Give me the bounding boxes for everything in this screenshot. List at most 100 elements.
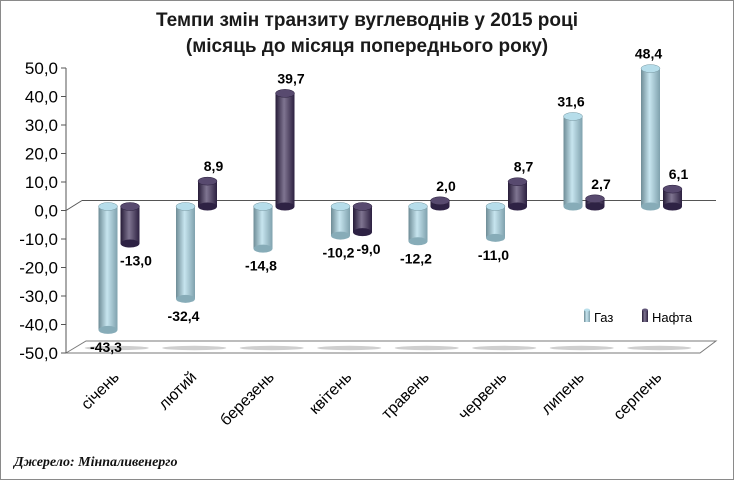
data-label: 2,7 xyxy=(591,176,611,192)
data-label: -11,0 xyxy=(478,247,509,263)
chart-title: Темпи змін транзиту вуглеводнів у 2015 р… xyxy=(0,8,734,60)
y-tick-label: 40,0 xyxy=(25,88,58,107)
bar-cap-top xyxy=(640,64,661,73)
bar-cap-bottom xyxy=(663,202,682,211)
floor-shadow xyxy=(394,345,459,351)
bar-cap-bottom xyxy=(275,202,295,211)
bar-cap-bottom xyxy=(253,244,273,253)
bar-cap-bottom xyxy=(486,233,505,242)
floor-shadow xyxy=(317,345,382,351)
bar-cap-top xyxy=(98,202,118,211)
data-label: -43,3 xyxy=(90,339,122,355)
bar-cap-top xyxy=(253,202,273,211)
data-label: -13,0 xyxy=(120,253,152,269)
data-label: 8,7 xyxy=(514,159,534,175)
y-tick-label: -30,0 xyxy=(19,287,58,306)
floor-shadow xyxy=(84,345,149,351)
bar-cap-top xyxy=(352,202,373,211)
bar-cap-bottom xyxy=(641,202,660,211)
bar-cap-top xyxy=(585,194,605,204)
bar-cap-top xyxy=(330,202,351,211)
bar-cap-top xyxy=(662,184,683,194)
floor-shadow xyxy=(239,345,304,351)
data-label: -9,0 xyxy=(356,241,380,257)
bar-cap-bottom xyxy=(331,231,350,240)
bar-gas xyxy=(408,206,428,242)
category-label: березень xyxy=(217,369,278,430)
legend-swatch-oil xyxy=(642,310,648,322)
floor-shadow xyxy=(472,345,537,351)
bar-gas xyxy=(641,68,660,207)
bar-cap-bottom xyxy=(176,294,195,303)
bar-cap-top xyxy=(408,202,428,211)
bar-gas xyxy=(253,206,273,249)
legend-swatch-cap xyxy=(642,308,648,312)
chart-title-line2: (місяць до місяця попереднього року) xyxy=(185,36,549,57)
bar-oil xyxy=(508,181,527,207)
zero-depth-line xyxy=(65,200,83,211)
y-tick-label: -50,0 xyxy=(19,344,58,363)
bar-cap-bottom xyxy=(408,237,428,246)
floor-shadow xyxy=(162,345,227,351)
bar-cap-top xyxy=(197,176,218,186)
bar-oil xyxy=(198,181,217,207)
category-label: травень xyxy=(379,369,433,423)
chart-title-line1: Темпи змін транзиту вуглеводнів у 2015 р… xyxy=(156,10,578,31)
bar-gas xyxy=(98,206,118,330)
category-label: червень xyxy=(456,369,511,424)
legend-label: Нафта xyxy=(652,310,693,325)
data-label: -32,4 xyxy=(168,308,200,324)
bar-cap-bottom xyxy=(98,325,118,334)
y-tick-label: -20,0 xyxy=(19,259,58,278)
bar-oil xyxy=(120,206,140,244)
legend-swatch-cap xyxy=(584,308,590,312)
category-label: липень xyxy=(538,369,588,419)
bar-cap-bottom xyxy=(585,202,605,211)
bar-cap-top xyxy=(430,196,450,206)
category-label: квітень xyxy=(306,369,355,418)
legend-swatch-gas xyxy=(584,310,590,322)
data-label: -10,2 xyxy=(323,245,355,261)
bar-cap-bottom xyxy=(563,202,583,211)
y-tick-label: -40,0 xyxy=(19,316,58,335)
legend-label: Газ xyxy=(594,310,613,325)
data-label: 39,7 xyxy=(277,70,304,86)
bar-cap-top xyxy=(563,112,583,121)
y-tick-label: 0,0 xyxy=(34,202,58,221)
data-label: 8,9 xyxy=(204,158,224,174)
bar-cap-bottom xyxy=(120,239,140,248)
bar-cap-bottom xyxy=(353,228,372,237)
bar-cap-bottom xyxy=(508,202,527,211)
floor-shadow xyxy=(549,345,614,351)
y-tick-label: 20,0 xyxy=(25,145,58,164)
data-label: 31,6 xyxy=(557,93,584,109)
data-label: 48,4 xyxy=(635,46,662,62)
source-note: Джерело: Мінпаливенерго xyxy=(14,455,178,470)
y-tick-label: 50,0 xyxy=(25,59,58,78)
bar-cap-top xyxy=(485,202,506,211)
category-label: лютий xyxy=(156,369,201,414)
bar-oil xyxy=(663,189,682,207)
y-tick-label: -10,0 xyxy=(19,230,58,249)
bar-oil xyxy=(275,93,295,207)
category-label: січень xyxy=(78,369,123,414)
bar-gas xyxy=(563,116,583,207)
bar-cap-top xyxy=(175,202,196,211)
data-label: 2,0 xyxy=(436,178,456,194)
data-label: 6,1 xyxy=(669,166,689,182)
bar-gas xyxy=(176,206,195,299)
chart-floor xyxy=(64,340,718,354)
bar-gas xyxy=(486,206,505,238)
bar-cap-top xyxy=(507,177,528,186)
bar-oil xyxy=(353,206,372,233)
category-label: серпень xyxy=(611,369,666,424)
bar-cap-bottom xyxy=(198,202,217,211)
y-tick-label: 30,0 xyxy=(25,116,58,135)
y-tick-label: 10,0 xyxy=(25,173,58,192)
bar-cap-top xyxy=(275,89,295,98)
floor-shadow xyxy=(627,345,692,351)
bar-gas xyxy=(331,206,350,236)
data-label: -12,2 xyxy=(400,250,432,266)
data-label: -14,8 xyxy=(245,258,277,274)
